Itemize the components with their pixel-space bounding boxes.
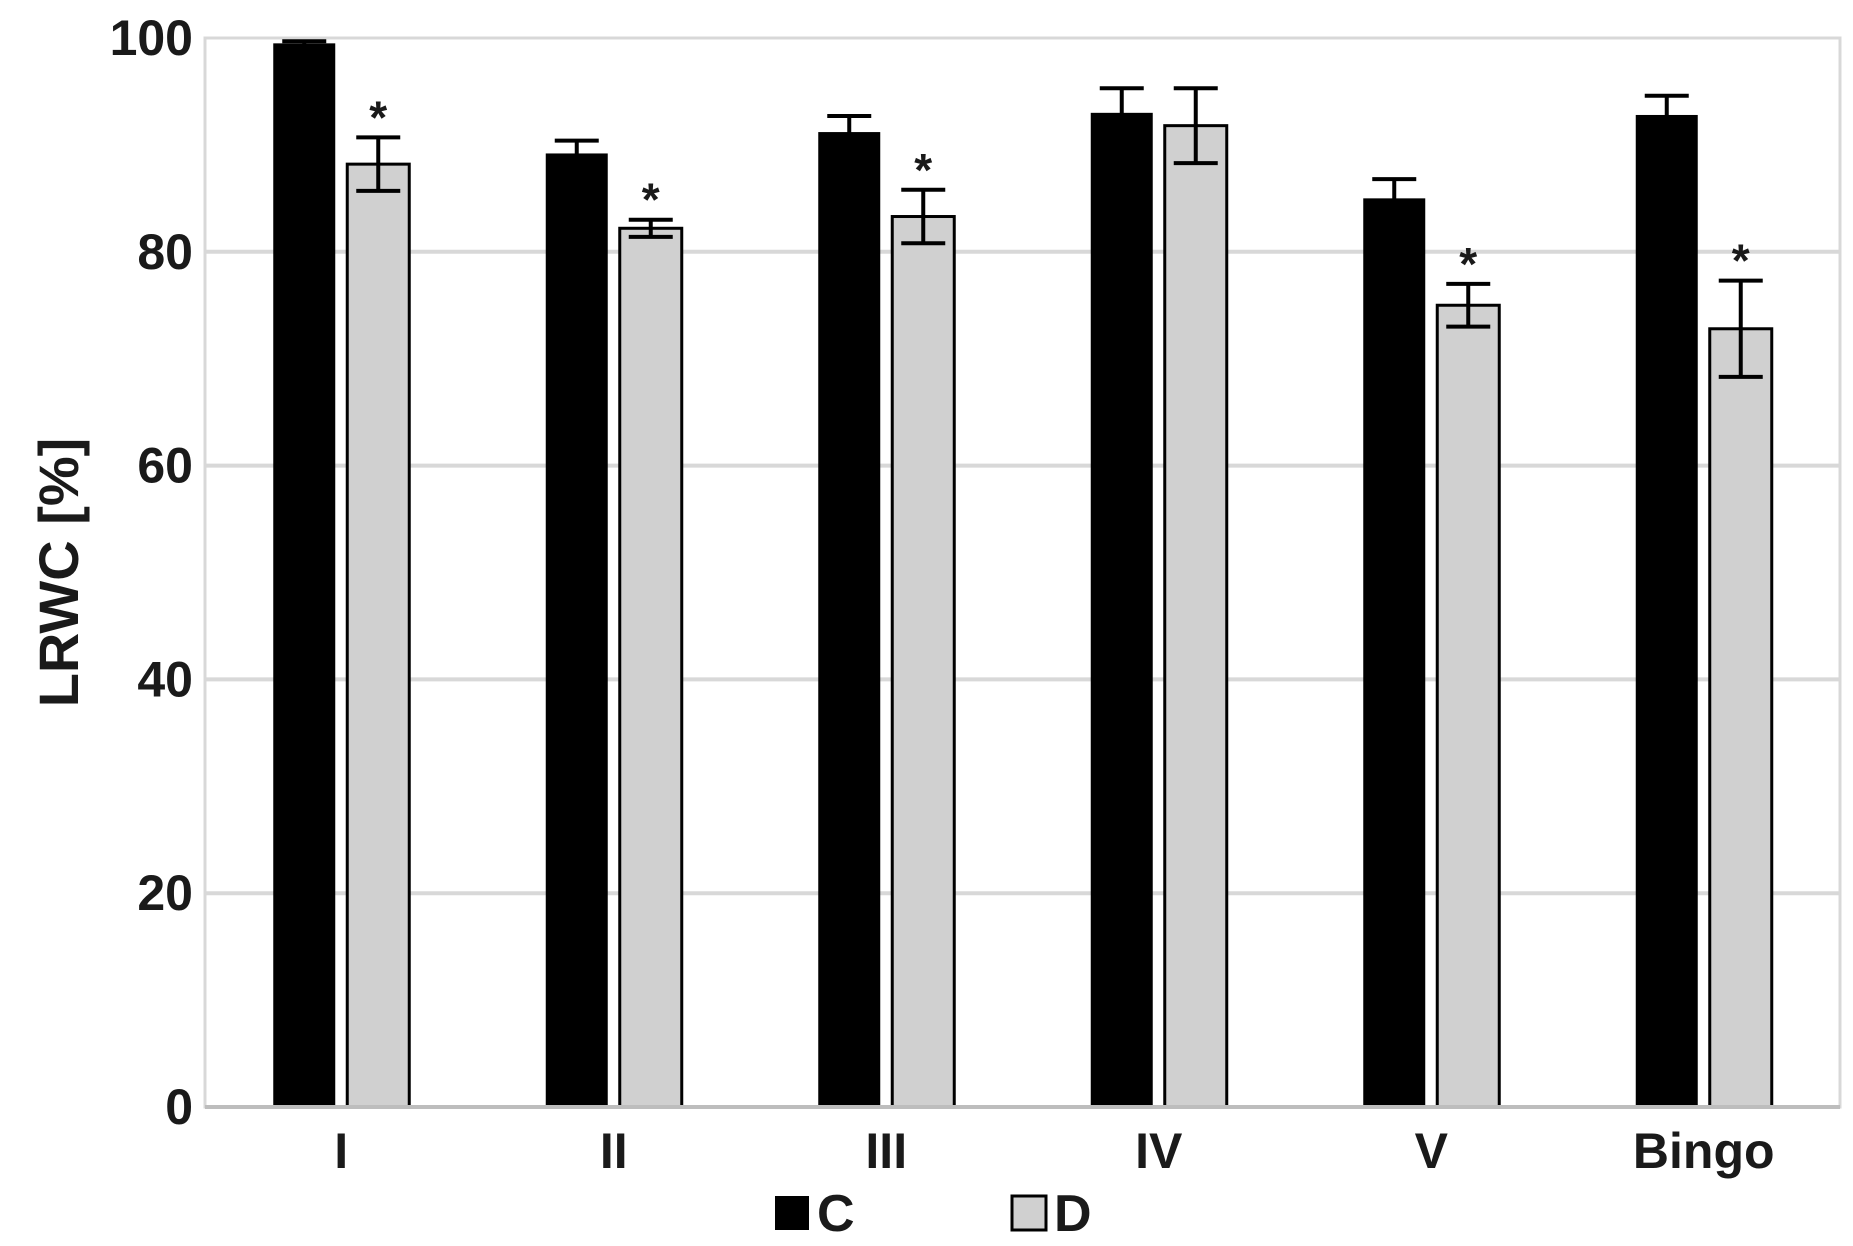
significance-mark: * — [369, 91, 387, 143]
bar-D-I — [345, 162, 411, 1109]
x-tick-label: I — [334, 1123, 348, 1179]
bar-D-III — [890, 215, 956, 1109]
error-bar-C-III — [827, 114, 872, 151]
legend-item-C: C — [775, 1185, 855, 1243]
y-tick-label: 40 — [137, 651, 193, 707]
x-tick-label: III — [865, 1123, 907, 1179]
error-bar-D-III — [901, 187, 946, 246]
x-axis-ticks: I II III IV V Bingo — [334, 1123, 1774, 1179]
legend-label: C — [817, 1185, 855, 1243]
error-bar-D-Bingo — [1718, 278, 1763, 379]
legend-swatch — [1010, 1194, 1048, 1232]
y-tick-label: 100 — [110, 10, 193, 66]
bar-D-IV — [1163, 124, 1229, 1109]
error-bar-C-IV — [1099, 86, 1144, 140]
bar-D-II — [618, 226, 684, 1109]
bar-C-V — [1363, 198, 1426, 1108]
error-bar-C-I — [282, 39, 327, 48]
significance-marks: * * * * * — [369, 91, 1750, 289]
legend-label: D — [1054, 1185, 1092, 1243]
significance-mark: * — [1732, 235, 1750, 287]
x-tick-label: IV — [1135, 1123, 1183, 1179]
y-axis-ticks: 0 20 40 60 80 100 — [110, 10, 193, 1135]
bar-D-Bingo — [1708, 327, 1774, 1109]
bar-C-Bingo — [1635, 114, 1698, 1107]
error-bar-C-Bingo — [1644, 93, 1689, 137]
y-tick-label: 60 — [137, 438, 193, 494]
significance-mark: * — [1459, 238, 1477, 290]
y-tick-label: 20 — [137, 865, 193, 921]
error-bar-D-IV — [1173, 86, 1218, 166]
significance-mark: * — [914, 144, 932, 196]
legend-swatch — [775, 1196, 809, 1230]
error-bar-D-I — [356, 135, 401, 193]
bar-C-II — [545, 153, 608, 1107]
error-bar-D-V — [1446, 281, 1491, 329]
gridlines — [205, 249, 1840, 896]
x-tick-label: V — [1415, 1123, 1449, 1179]
x-tick-label: Bingo — [1633, 1123, 1775, 1179]
bar-C-III — [818, 132, 881, 1107]
y-tick-label: 80 — [137, 224, 193, 280]
error-bar-C-II — [554, 138, 599, 169]
bars — [273, 43, 1774, 1109]
bar-D-V — [1435, 303, 1501, 1109]
plot-frame — [203, 36, 1842, 1109]
error-bar-D-II — [628, 217, 673, 239]
error-bar-C-V — [1372, 177, 1417, 220]
y-tick-label: 0 — [165, 1079, 193, 1135]
y-axis-title: LRWC [%] — [27, 438, 90, 708]
bar-C-I — [273, 43, 336, 1108]
error-bars — [282, 39, 1763, 379]
bar-C-IV — [1090, 112, 1153, 1107]
legend-item-D: D — [1010, 1185, 1092, 1243]
x-tick-label: II — [600, 1123, 628, 1179]
significance-mark: * — [642, 174, 660, 226]
